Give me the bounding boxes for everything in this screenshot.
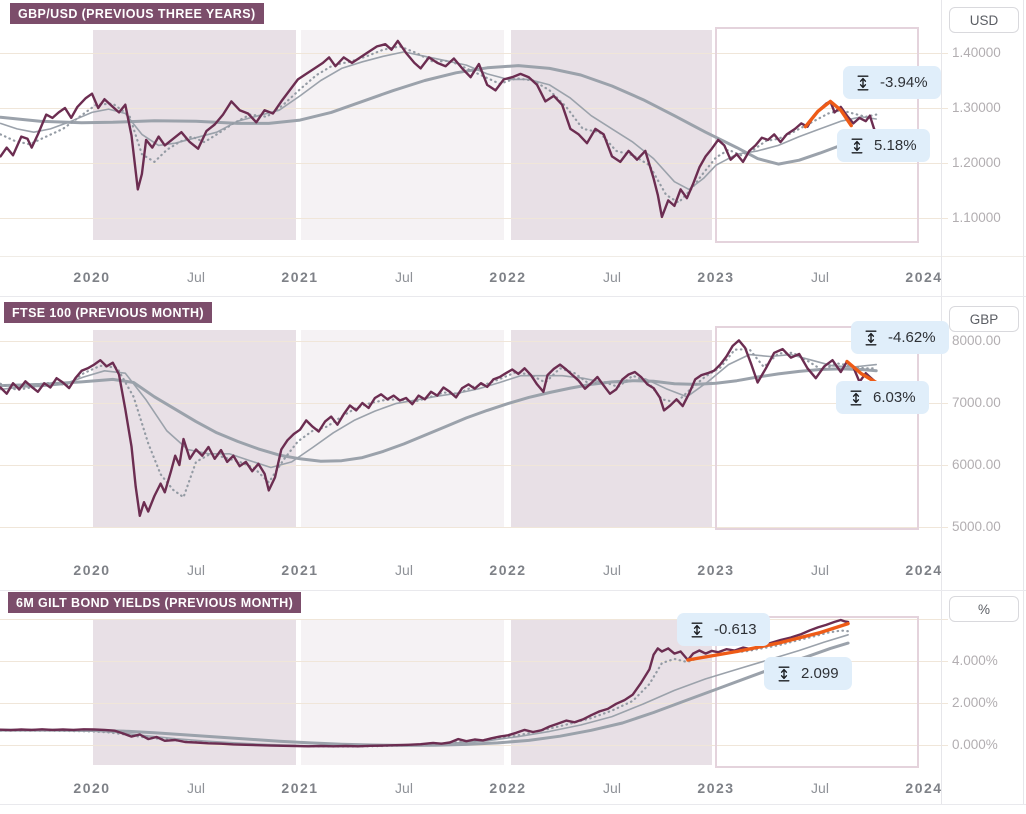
x-tick-label: 2021 — [281, 780, 319, 796]
chart-section-gilts — [0, 591, 1026, 805]
axis-baseline — [0, 256, 1026, 257]
highlight-box — [715, 326, 919, 530]
unit-chip-gbp[interactable]: GBP — [949, 306, 1019, 332]
unit-chip-usd[interactable]: USD — [949, 7, 1019, 33]
measure-value: 6.03% — [873, 389, 916, 406]
x-tick-label: 2023 — [697, 562, 735, 578]
x-tick-label: 2020 — [73, 780, 111, 796]
x-tick-label: 2021 — [281, 562, 319, 578]
y-tick-label: 4.000% — [952, 653, 998, 668]
measure-value: 5.18% — [874, 137, 917, 154]
range-arrow-icon — [850, 390, 862, 405]
x-tick-label: Jul — [187, 780, 205, 796]
year-band — [511, 30, 712, 240]
year-band — [301, 330, 504, 528]
measure-badge[interactable]: -3.94% — [843, 66, 941, 99]
measure-badge[interactable]: 5.18% — [837, 129, 930, 162]
year-band — [93, 619, 296, 765]
range-arrow-icon — [857, 75, 869, 90]
range-arrow-icon — [778, 666, 790, 681]
y-tick-label: 0.000% — [952, 737, 998, 752]
x-tick-label: Jul — [603, 562, 621, 578]
year-band — [93, 330, 296, 528]
chart-title-gilts: 6M GILT BOND YIELDS (PREVIOUS MONTH) — [8, 592, 302, 613]
x-tick-label: Jul — [187, 562, 205, 578]
year-band — [93, 30, 296, 240]
y-tick-label: 8000.00 — [952, 333, 1001, 348]
range-arrow-icon — [865, 330, 877, 345]
measure-badge[interactable]: 2.099 — [764, 657, 852, 690]
year-band — [301, 619, 504, 765]
measure-value: -0.613 — [714, 621, 757, 638]
measure-value: 2.099 — [801, 665, 839, 682]
grid-line — [0, 527, 948, 528]
measure-badge[interactable]: -4.62% — [851, 321, 949, 354]
measure-badge[interactable]: -0.613 — [677, 613, 770, 646]
range-arrow-icon — [691, 622, 703, 637]
year-band — [511, 330, 712, 528]
x-tick-label: Jul — [811, 269, 829, 285]
right-edge-line — [1023, 0, 1024, 804]
x-tick-label: Jul — [395, 562, 413, 578]
x-tick-label: 2022 — [489, 269, 527, 285]
x-tick-label: Jul — [395, 780, 413, 796]
x-tick-label: Jul — [603, 269, 621, 285]
y-tick-label: 1.20000 — [952, 155, 1001, 170]
x-tick-label: 2023 — [697, 269, 735, 285]
x-tick-label: 2022 — [489, 780, 527, 796]
y-tick-label: 5000.00 — [952, 519, 1001, 534]
x-tick-label: Jul — [603, 780, 621, 796]
x-tick-label: 2020 — [73, 562, 111, 578]
axis-separator — [941, 0, 942, 804]
y-tick-label: 1.10000 — [952, 210, 1001, 225]
chart-title-gbpusd: GBP/USD (PREVIOUS THREE YEARS) — [10, 3, 264, 24]
y-tick-label: 1.30000 — [952, 100, 1001, 115]
measure-badge[interactable]: 6.03% — [836, 381, 929, 414]
x-tick-label: 2024 — [905, 780, 943, 796]
range-arrow-icon — [851, 138, 863, 153]
section-divider — [0, 804, 1026, 805]
x-tick-label: 2022 — [489, 562, 527, 578]
section-divider — [0, 296, 1026, 297]
measure-value: -3.94% — [880, 74, 928, 91]
x-tick-label: 2024 — [905, 269, 943, 285]
x-tick-label: Jul — [811, 780, 829, 796]
unit-chip-pct[interactable]: % — [949, 596, 1019, 622]
x-tick-label: 2024 — [905, 562, 943, 578]
x-tick-label: 2020 — [73, 269, 111, 285]
x-tick-label: 2021 — [281, 269, 319, 285]
x-tick-label: Jul — [395, 269, 413, 285]
x-tick-label: 2023 — [697, 780, 735, 796]
measure-value: -4.62% — [888, 329, 936, 346]
y-tick-label: 6000.00 — [952, 457, 1001, 472]
section-divider — [0, 590, 1026, 591]
x-tick-label: Jul — [811, 562, 829, 578]
y-tick-label: 1.40000 — [952, 45, 1001, 60]
y-tick-label: 2.000% — [952, 695, 998, 710]
chart-title-ftse: FTSE 100 (PREVIOUS MONTH) — [4, 302, 212, 323]
year-band — [301, 30, 504, 240]
grid-line — [0, 218, 948, 219]
y-tick-label: 7000.00 — [952, 395, 1001, 410]
x-tick-label: Jul — [187, 269, 205, 285]
